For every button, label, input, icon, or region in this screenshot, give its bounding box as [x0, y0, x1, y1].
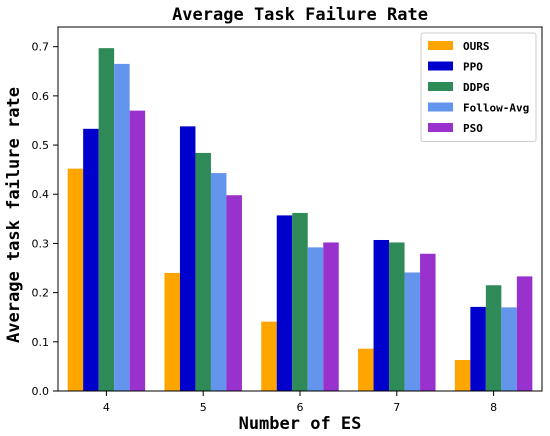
bar-ours-6 — [261, 321, 277, 391]
bar-ddpg-8 — [485, 285, 502, 391]
bar-ours-8 — [454, 360, 471, 391]
bar-ppo-7 — [373, 239, 390, 391]
x-tick-label: 7 — [393, 401, 400, 414]
legend-label-ours: OURS — [463, 40, 490, 53]
y-tick-label: 0.2 — [32, 287, 50, 300]
y-tick-label: 0.3 — [32, 237, 50, 250]
legend-swatch-ddpg — [428, 82, 453, 91]
y-tick-label: 0.4 — [32, 188, 50, 201]
bar-pso-8 — [516, 276, 533, 391]
bar-ppo-6 — [276, 215, 293, 391]
y-tick-label: 0.0 — [32, 385, 50, 398]
bar-pso-7 — [420, 253, 436, 391]
y-tick-label: 0.5 — [32, 139, 50, 152]
bar-ours-7 — [358, 348, 374, 391]
bar-ppo-5 — [179, 126, 196, 392]
legend-label-ddpg: DDPG — [463, 81, 490, 94]
x-tick-label: 5 — [200, 401, 207, 414]
y-axis: 0.0 0.1 0.2 0.3 0.4 0.5 0.6 0.7 — [32, 41, 58, 398]
bar-ours-5 — [164, 272, 180, 391]
x-axis-label: Number of ES — [239, 414, 362, 434]
plot-frame — [57, 26, 543, 392]
legend-swatch-follow-avg — [428, 102, 453, 112]
x-tick-label: 4 — [103, 401, 110, 414]
legend-swatch-ppo — [428, 61, 453, 71]
bar-follow-avg-7 — [404, 272, 421, 391]
bar-follow-avg-6 — [307, 247, 324, 391]
bars-layer — [67, 48, 533, 392]
x-axis: 4 5 6 7 8 — [103, 391, 497, 414]
chart-title: Average Task Failure Rate — [172, 5, 428, 25]
bar-pso-5 — [226, 195, 242, 391]
y-axis-label: Average task failure rate — [4, 87, 24, 343]
x-tick-label: 8 — [490, 401, 497, 414]
bar-ours-4 — [67, 168, 84, 391]
legend-label-follow-avg: Follow-Avg — [463, 102, 529, 115]
y-tick-label: 0.1 — [32, 336, 50, 349]
bar-ddpg-4 — [98, 48, 115, 391]
bar-ddpg-6 — [292, 212, 308, 391]
legend-box — [420, 32, 537, 142]
bar-follow-avg-5 — [210, 173, 227, 391]
legend-swatch-pso — [428, 123, 453, 132]
legend: OURS PPO DDPG Follow-Avg PSO — [420, 32, 537, 142]
bar-pso-4 — [129, 110, 146, 392]
bar-follow-avg-4 — [114, 63, 130, 391]
legend-label-pso: PSO — [463, 122, 483, 135]
y-tick-label: 0.7 — [32, 41, 50, 54]
bar-ppo-4 — [83, 128, 99, 391]
bar-ddpg-5 — [195, 152, 211, 391]
bar-ppo-8 — [470, 306, 486, 391]
legend-label-ppo: PPO — [463, 61, 483, 74]
x-tick-label: 6 — [297, 401, 304, 414]
legend-swatch-ours — [428, 41, 453, 50]
bar-follow-avg-8 — [501, 307, 517, 391]
bar-ddpg-7 — [389, 242, 405, 391]
bar-pso-6 — [323, 242, 339, 391]
y-tick-label: 0.6 — [32, 90, 50, 103]
